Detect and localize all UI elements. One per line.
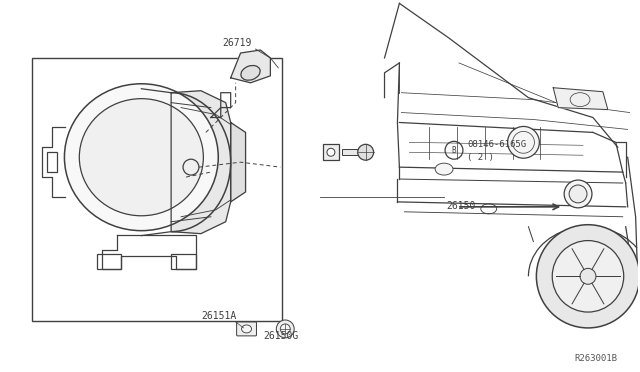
Polygon shape bbox=[230, 122, 246, 202]
FancyBboxPatch shape bbox=[237, 322, 257, 336]
Circle shape bbox=[508, 126, 540, 158]
Ellipse shape bbox=[241, 65, 260, 80]
Bar bbox=[32, 58, 282, 321]
Text: 26151A: 26151A bbox=[201, 311, 236, 321]
Circle shape bbox=[280, 324, 290, 334]
Circle shape bbox=[569, 185, 587, 203]
Polygon shape bbox=[553, 88, 608, 110]
Text: 26150G: 26150G bbox=[264, 331, 299, 341]
Text: 26719: 26719 bbox=[223, 38, 252, 48]
Circle shape bbox=[327, 148, 335, 156]
Bar bbox=[323, 144, 339, 160]
Text: B: B bbox=[452, 146, 456, 155]
Bar bbox=[171, 254, 196, 269]
Ellipse shape bbox=[65, 84, 218, 231]
Text: 26150: 26150 bbox=[446, 201, 476, 211]
Bar bbox=[47, 152, 57, 172]
Text: R263001B: R263001B bbox=[575, 354, 618, 363]
Circle shape bbox=[358, 144, 374, 160]
Circle shape bbox=[580, 268, 596, 284]
Text: 08146-6165G: 08146-6165G bbox=[467, 140, 526, 149]
Circle shape bbox=[552, 241, 624, 312]
Ellipse shape bbox=[79, 99, 204, 216]
Text: ( 2 ): ( 2 ) bbox=[467, 153, 494, 162]
Bar bbox=[342, 149, 364, 155]
Circle shape bbox=[276, 320, 294, 338]
Circle shape bbox=[564, 180, 592, 208]
Ellipse shape bbox=[435, 163, 453, 175]
Ellipse shape bbox=[241, 325, 252, 333]
Bar bbox=[97, 254, 122, 269]
Polygon shape bbox=[230, 50, 270, 83]
Circle shape bbox=[536, 225, 639, 328]
Polygon shape bbox=[171, 91, 230, 234]
Circle shape bbox=[183, 159, 199, 175]
